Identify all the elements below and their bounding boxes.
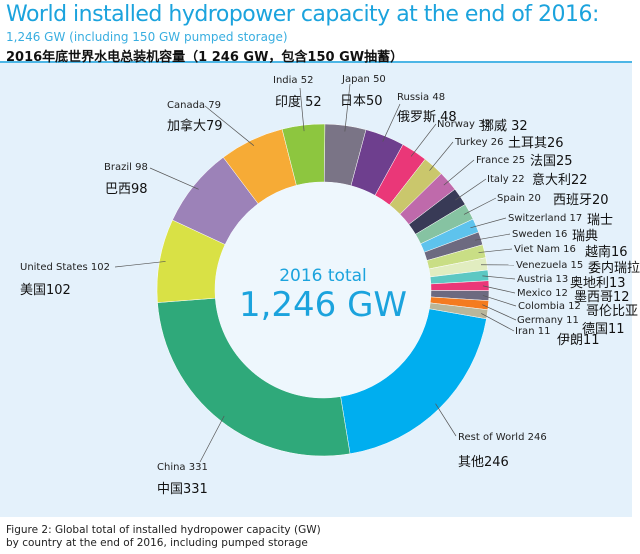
leader-line [482, 304, 517, 321]
slice-label-cn: 西班牙20 [553, 193, 609, 208]
slice-label: Mexico 12 [517, 288, 568, 299]
leader-line [463, 197, 497, 215]
caption-line-2: by country at the end of 2016, including… [6, 537, 308, 549]
slice-label: Brazil 98 [104, 162, 148, 173]
slice-label-cn: 中国331 [157, 482, 208, 497]
slice-label: Japan 50 [342, 74, 386, 85]
slice-label: India 52 [273, 75, 314, 86]
leader-line [199, 415, 225, 463]
leader-line [382, 103, 401, 142]
slice-label-cn: 瑞典 [572, 229, 599, 244]
leader-line [474, 233, 511, 241]
leader-line [299, 87, 305, 132]
slice-label-cn: 土耳其26 [508, 136, 564, 151]
slice-label-cn: 法国25 [530, 154, 573, 169]
slice-label: Austria 13 [517, 274, 569, 285]
leader-line [470, 217, 507, 229]
slice-label-cn: 墨西哥12 [574, 290, 630, 305]
leader-line [478, 248, 513, 253]
leader-line [482, 295, 517, 307]
slice-label-cn: 印度 52 [275, 95, 322, 110]
slice-label-cn: 委内瑞拉 [588, 261, 640, 276]
slice-label-cn: 挪威 32 [481, 119, 528, 134]
slice-label: Viet Nam 16 [514, 244, 576, 255]
chart-title: World installed hydropower capacity at t… [6, 2, 599, 27]
slice-label-cn: 伊朗11 [557, 333, 600, 348]
slice-label-cn: 加拿大79 [167, 119, 223, 134]
figure-caption: Figure 2: Global total of installed hydr… [6, 524, 321, 550]
slice-label-cn: 越南16 [585, 245, 628, 260]
slice-label: Germany 11 [517, 315, 579, 326]
slice-label: Russia 48 [397, 92, 446, 103]
slice-label: Venezuela 15 [516, 260, 584, 271]
slice-label-cn: 巴西98 [105, 182, 148, 197]
leader-line [149, 167, 199, 190]
slice-label: Norway 32 [437, 119, 491, 130]
leader-line [482, 275, 516, 280]
slice-label: China 331 [157, 462, 208, 473]
leader-line [410, 123, 437, 157]
slice-label-cn: 美国102 [20, 283, 71, 298]
leader-line [114, 261, 166, 268]
slice-label-cn: 其他246 [458, 455, 509, 470]
slice-label-cn: 日本50 [340, 94, 383, 109]
leader-line [435, 403, 457, 437]
slice-label: Rest of World 246 [458, 432, 547, 443]
slice-label: Sweden 16 [512, 229, 568, 240]
leader-line [204, 105, 255, 146]
leader-line [455, 178, 487, 201]
donut-hole [215, 182, 431, 398]
slice-label-cn: 瑞士 [587, 213, 614, 228]
slice-label: Colombia 12 [518, 301, 581, 312]
slice-label-cn: 德国11 [582, 322, 625, 337]
slice-label-cn: 俄罗斯 48 [397, 110, 457, 125]
slice-label-cn: 意大利22 [532, 173, 588, 188]
slice-label: Switzerland 17 [508, 213, 583, 224]
slice-label: Iran 11 [515, 326, 551, 337]
center-value: 1,246 GW [239, 285, 407, 325]
slice-label: Spain 20 [497, 193, 541, 204]
slice-label-cn: 哥伦比亚 [586, 304, 639, 319]
slice-label: Turkey 26 [455, 137, 504, 148]
chinese-title: 2016年底世界水电总装机容量（1 246 GW，包含150 GW抽蓄） [6, 50, 404, 65]
center-label: 2016 total [279, 266, 367, 286]
leader-line [443, 159, 475, 186]
slice-label: France 25 [476, 155, 526, 166]
slice-label: United States 102 [20, 262, 110, 273]
leader-line [429, 141, 454, 171]
leader-line [482, 285, 516, 294]
chart-subtitle: 1,246 GW (including 150 GW pumped storag… [6, 30, 288, 44]
caption-line-1: Figure 2: Global total of installed hydr… [6, 524, 321, 536]
slice-label: Canada 79 [167, 100, 221, 111]
slice-label: Italy 22 [487, 174, 525, 185]
slice-label-cn: 奥地利13 [570, 276, 626, 291]
leader-line [481, 313, 515, 332]
leader-line [344, 83, 351, 132]
